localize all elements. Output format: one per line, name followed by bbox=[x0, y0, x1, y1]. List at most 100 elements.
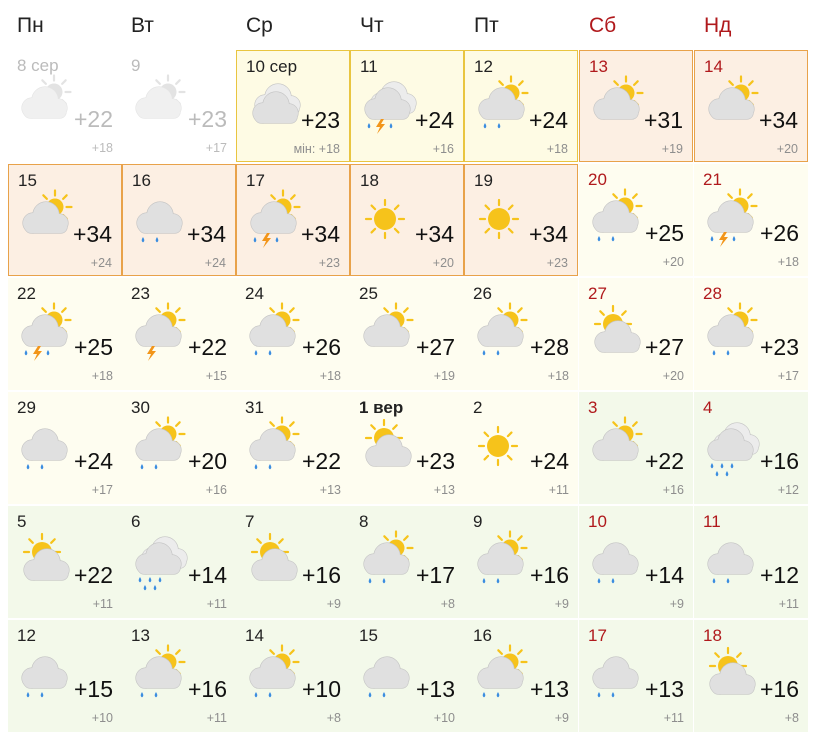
day-cell[interactable]: 10 сер +23 мін: +18 bbox=[236, 50, 350, 162]
sun-cloud-rain-icon bbox=[249, 302, 300, 356]
max-temperature: +24 bbox=[529, 448, 569, 474]
day-cell[interactable]: 16 +13 +9 bbox=[464, 620, 578, 732]
day-date: 18 bbox=[360, 171, 379, 190]
sun-behind-cloud-icon bbox=[708, 646, 756, 695]
day-date: 15 bbox=[359, 626, 378, 645]
day-cell[interactable]: 12 +24 +18 bbox=[464, 50, 578, 162]
cloud-sun-icon bbox=[708, 75, 759, 120]
cloud-heavy-rain-icon bbox=[135, 536, 188, 591]
day-date: 20 bbox=[588, 170, 607, 189]
day-cell[interactable]: 21 +26 +18 bbox=[694, 164, 808, 276]
max-temperature: +34 bbox=[758, 107, 798, 133]
day-cell[interactable]: 25 +27 +19 bbox=[350, 278, 464, 390]
max-temperature: +14 bbox=[187, 562, 227, 588]
day-cell[interactable]: 6 +14 +11 bbox=[122, 506, 236, 618]
max-temperature: +13 bbox=[415, 676, 455, 702]
day-date: 21 bbox=[703, 170, 722, 189]
day-cell[interactable]: 29 +24 +17 bbox=[8, 392, 122, 504]
day-date: 16 bbox=[473, 626, 492, 645]
day-date: 24 bbox=[245, 284, 264, 303]
sun-cloud-rain-icon bbox=[249, 416, 300, 470]
max-temperature: +27 bbox=[415, 334, 455, 360]
min-temperature: +20 bbox=[662, 369, 684, 383]
min-temperature: +11 bbox=[206, 597, 227, 611]
max-temperature: +22 bbox=[644, 448, 684, 474]
day-cell[interactable]: 24 +26 +18 bbox=[236, 278, 350, 390]
max-temperature: +24 bbox=[73, 448, 113, 474]
min-temperature: +11 bbox=[778, 597, 799, 611]
day-cell[interactable]: 13 +16 +11 bbox=[122, 620, 236, 732]
sun-cloud-rain-icon bbox=[478, 75, 529, 129]
min-temperature: +18 bbox=[777, 255, 799, 269]
day-cell[interactable]: 14 +10 +8 bbox=[236, 620, 350, 732]
max-temperature: +34 bbox=[72, 221, 112, 247]
sun-thunderstorm-icon bbox=[250, 189, 301, 248]
day-cell[interactable]: 9 +16 +9 bbox=[464, 506, 578, 618]
sun-behind-cloud-icon bbox=[22, 532, 70, 581]
day-cell[interactable]: 3 +22 +16 bbox=[579, 392, 693, 504]
day-cell[interactable]: 11 +12 +11 bbox=[694, 506, 808, 618]
day-cell[interactable]: 23 +22 +15 bbox=[122, 278, 236, 390]
sun-cloud-rain-icon bbox=[363, 530, 414, 584]
day-date: 4 bbox=[703, 398, 713, 417]
day-cell[interactable]: 18 +34 +20 bbox=[350, 164, 464, 276]
max-temperature: +24 bbox=[528, 107, 568, 133]
day-cell[interactable]: 27 +27 +20 bbox=[579, 278, 693, 390]
sun-cloud-rain-icon bbox=[477, 644, 528, 698]
day-cell[interactable]: 5 +22 +11 bbox=[8, 506, 122, 618]
max-temperature: +23 bbox=[300, 107, 340, 133]
min-temperature: +16 bbox=[662, 483, 684, 497]
day-cell[interactable]: 11 +24 +16 bbox=[350, 50, 464, 162]
day-cell[interactable]: 9 +23 +17 bbox=[122, 50, 236, 162]
max-temperature: +16 bbox=[529, 562, 569, 588]
max-temperature: +23 bbox=[187, 106, 227, 132]
day-cell[interactable]: 4 +16 +12 bbox=[694, 392, 808, 504]
day-cell[interactable]: 22 +25 +18 bbox=[8, 278, 122, 390]
cloud-rain-icon bbox=[21, 428, 68, 470]
day-cell[interactable]: 20 +25 +20 bbox=[579, 164, 693, 276]
day-cell[interactable]: 28 +23 +17 bbox=[694, 278, 808, 390]
sun-icon bbox=[477, 425, 519, 467]
day-cell[interactable]: 13 +31 +19 bbox=[579, 50, 693, 162]
day-date: 10 сер bbox=[246, 57, 298, 76]
day-cell[interactable]: 15 +13 +10 bbox=[350, 620, 464, 732]
day-cell[interactable]: 17 +13 +11 bbox=[579, 620, 693, 732]
day-cell[interactable]: 17 +34 +23 bbox=[236, 164, 350, 276]
day-cell[interactable]: 18 +16 +8 bbox=[694, 620, 808, 732]
cloud-sun-icon bbox=[592, 416, 643, 461]
min-temperature: +11 bbox=[548, 483, 569, 497]
min-temperature: +17 bbox=[777, 369, 799, 383]
day-date: 30 bbox=[131, 398, 150, 417]
day-cell[interactable]: 2 +24 +11 bbox=[464, 392, 578, 504]
max-temperature: +16 bbox=[301, 562, 341, 588]
day-cell[interactable]: 7 +16 +9 bbox=[236, 506, 350, 618]
day-cell[interactable]: 19 +34 +23 bbox=[464, 164, 578, 276]
day-cell[interactable]: 16 +34 +24 bbox=[122, 164, 236, 276]
weekday-header: Пн Вт Ср Чт Пт Сб Нд bbox=[0, 0, 818, 48]
weekday-label: Пт bbox=[474, 14, 499, 37]
day-cell[interactable]: 8 +17 +8 bbox=[350, 506, 464, 618]
day-cell[interactable]: 26 +28 +18 bbox=[464, 278, 578, 390]
day-cell[interactable]: 12 +15 +10 bbox=[8, 620, 122, 732]
sun-cloud-rain-icon bbox=[477, 302, 528, 356]
weekday-label: Нд bbox=[704, 14, 732, 37]
max-temperature: +22 bbox=[187, 334, 227, 360]
day-cell[interactable]: 14 +34 +20 bbox=[694, 50, 808, 162]
max-temperature: +15 bbox=[73, 676, 113, 702]
day-date: 5 bbox=[17, 512, 27, 531]
day-date: 29 bbox=[17, 398, 36, 417]
max-temperature: +14 bbox=[644, 562, 684, 588]
max-temperature: +22 bbox=[73, 562, 113, 588]
day-date: 11 bbox=[703, 512, 721, 531]
sun-icon bbox=[364, 198, 406, 240]
sun-cloud-rain-icon bbox=[477, 530, 528, 584]
max-temperature: +24 bbox=[414, 107, 454, 133]
day-cell[interactable]: 10 +14 +9 bbox=[579, 506, 693, 618]
day-cell[interactable]: 15 +34 +24 bbox=[8, 164, 122, 276]
day-cell[interactable]: 1 вер +23 +13 bbox=[350, 392, 464, 504]
min-temperature: +8 bbox=[440, 597, 455, 611]
day-cell[interactable]: 30 +20 +16 bbox=[122, 392, 236, 504]
day-cell[interactable]: 31 +22 +13 bbox=[236, 392, 350, 504]
cloud-sun-icon bbox=[593, 75, 644, 120]
day-cell[interactable]: 8 сер +22 +18 bbox=[8, 50, 122, 162]
